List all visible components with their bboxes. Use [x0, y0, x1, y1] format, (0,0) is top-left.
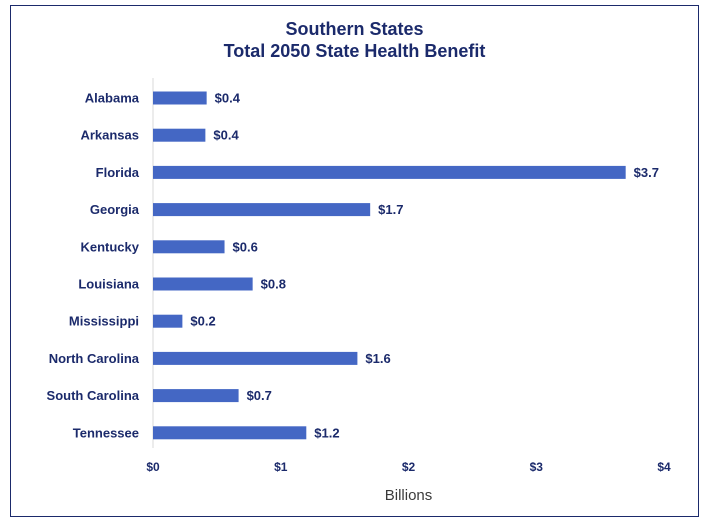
x-tick-label: $1	[274, 460, 288, 474]
category-label: Georgia	[90, 202, 140, 217]
category-label: Tennessee	[73, 425, 139, 440]
value-label: $0.6	[233, 239, 258, 254]
bar-mississippi	[153, 314, 183, 328]
value-label: $0.2	[190, 314, 215, 329]
value-label: $1.7	[378, 202, 403, 217]
x-tick-label: $2	[402, 460, 416, 474]
category-label: Kentucky	[80, 239, 139, 254]
category-label: Alabama	[85, 91, 140, 106]
x-tick-labels: $0 $1 $2 $3 $4	[146, 460, 671, 474]
category-label: Arkansas	[80, 128, 139, 143]
bars-group	[153, 91, 626, 440]
value-label: $0.7	[247, 388, 272, 403]
value-label: $0.4	[213, 128, 239, 143]
x-tick-label: $0	[146, 460, 160, 474]
value-label: $1.2	[314, 425, 339, 440]
chart-frame: Southern States Total 2050 State Health …	[10, 5, 699, 517]
value-label: $1.6	[365, 351, 390, 366]
bar-north-carolina	[153, 351, 358, 365]
bar-south-carolina	[153, 389, 239, 403]
chart-title: Southern States Total 2050 State Health …	[11, 18, 698, 62]
bar-louisiana	[153, 277, 253, 291]
category-label: North Carolina	[49, 351, 140, 366]
category-label: Florida	[96, 165, 140, 180]
bar-tennessee	[153, 426, 307, 440]
bar-florida	[153, 165, 626, 179]
value-label: $3.7	[634, 165, 659, 180]
bar-alabama	[153, 91, 207, 105]
category-labels: Alabama Arkansas Florida Georgia Kentucky Lou…	[47, 91, 140, 441]
x-axis-title: Billions	[385, 487, 433, 504]
bar-kentucky	[153, 240, 225, 254]
x-tick-label: $4	[657, 460, 671, 474]
category-label: South Carolina	[47, 388, 140, 403]
value-label: $0.8	[261, 277, 286, 292]
category-label: Mississippi	[69, 314, 139, 329]
x-tick-label: $3	[530, 460, 544, 474]
value-label: $0.4	[215, 91, 241, 106]
category-label: Louisiana	[78, 277, 139, 292]
bar-arkansas	[153, 128, 206, 142]
chart-title-line2: Total 2050 State Health Benefit	[223, 41, 486, 61]
bar-georgia	[153, 203, 371, 217]
value-labels: $0.4 $0.4 $3.7 $1.7 $0.6 $0.8 $0.2 $1.6 $0.7 $1.2	[190, 91, 659, 441]
chart-title-line1: Southern States	[285, 19, 424, 39]
